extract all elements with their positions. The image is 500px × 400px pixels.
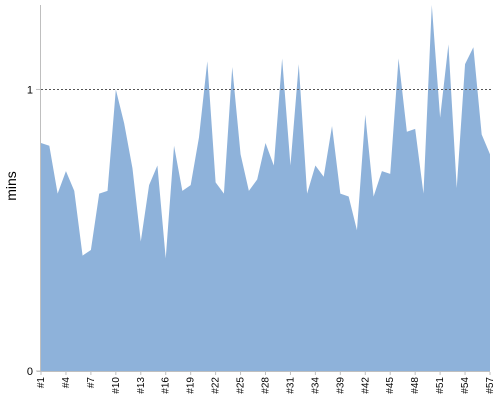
x-tick-label-5: #13 [136, 377, 147, 394]
x-tick-label-1: #1 [36, 377, 47, 389]
x-tick-label-6: #16 [161, 377, 172, 394]
series-area [41, 5, 490, 371]
x-tick-label-11: #31 [285, 377, 296, 394]
x-tick-label-10: #28 [261, 377, 272, 394]
x-tick-label-2: #4 [61, 377, 72, 389]
x-tick-label-14: #42 [360, 377, 371, 394]
x-tick-label-16: #48 [410, 377, 421, 394]
x-tick-label-7: #19 [186, 377, 197, 394]
x-tick-label-13: #39 [335, 377, 346, 394]
x-tick-label-19: #57 [485, 377, 496, 394]
x-tick-label-18: #54 [460, 377, 471, 394]
x-tick-label-9: #25 [236, 377, 247, 394]
x-tick-label-3: #7 [86, 377, 97, 389]
x-tick-label-8: #22 [211, 377, 222, 394]
x-tick-label-12: #34 [310, 377, 321, 394]
x-tick-label-4: #10 [111, 377, 122, 394]
y-tick-label-1: 1 [27, 84, 33, 96]
x-tick-label-15: #45 [385, 377, 396, 394]
y-axis-title: mins [3, 171, 19, 201]
y-tick-label-0: 0 [27, 366, 33, 378]
x-tick-label-17: #51 [435, 377, 446, 394]
plot-area: 0 1 #1 #4 #7 #10 #13 #16 #19 #22 #25 #28 #31 #34 #39 #4… [27, 4, 496, 394]
